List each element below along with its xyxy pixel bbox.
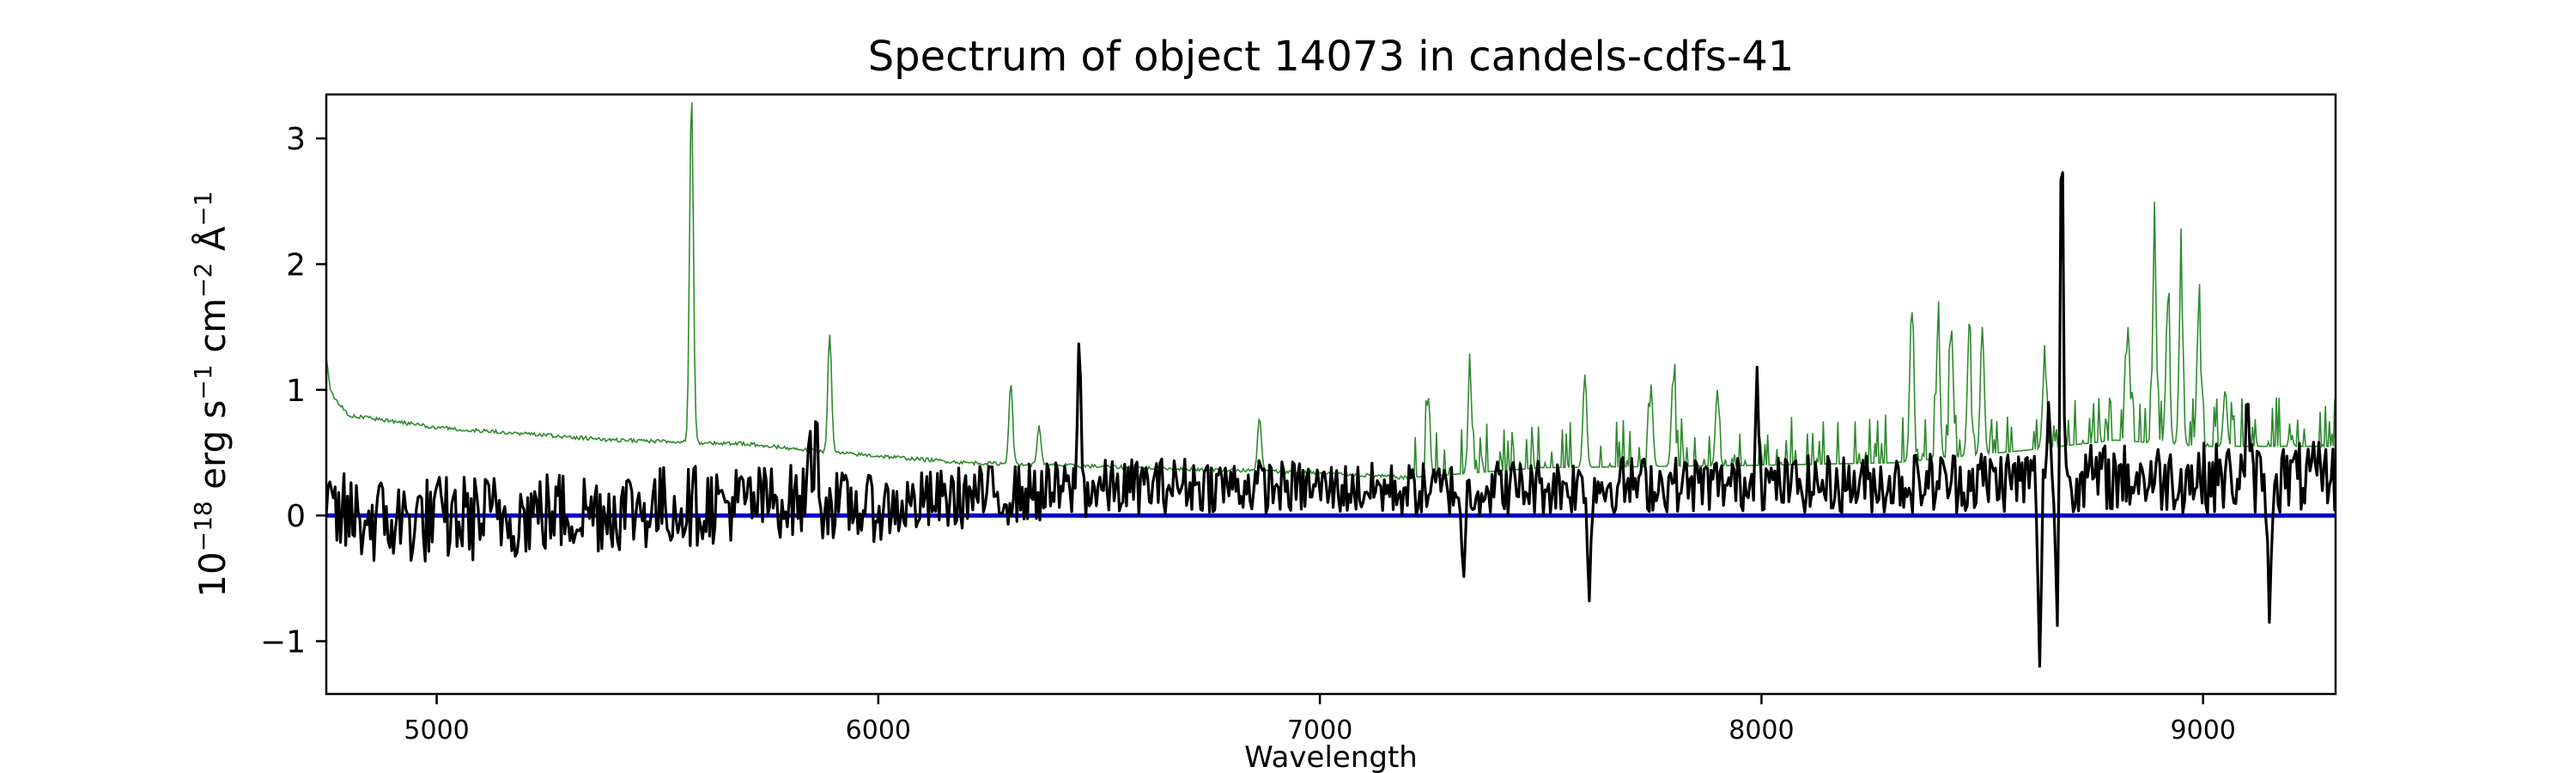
x-tick: 5000: [404, 694, 470, 746]
x-tick: 7000: [1287, 694, 1352, 746]
y-tick: −1: [260, 625, 326, 660]
x-tick-label: 6000: [846, 715, 911, 746]
noise-line: [326, 102, 2336, 481]
x-axis-label: Wavelength: [1244, 740, 1418, 773]
y-tick: 2: [286, 248, 326, 283]
y-tick: 0: [286, 499, 326, 534]
plot-area: [325, 93, 2337, 696]
y-tick-label: 1: [286, 374, 306, 409]
noise-series: [326, 102, 2336, 481]
y-axis: −1 0 1 2 3: [260, 122, 326, 660]
y-tick: 1: [286, 374, 326, 409]
y-axis-label: 10−18 erg s−1 cm−2 Å−1: [189, 191, 234, 597]
x-tick: 8000: [1728, 694, 1795, 746]
x-tick: 9000: [2171, 694, 2236, 746]
y-tick-label: −1: [260, 625, 306, 660]
x-tick-label: 8000: [1728, 715, 1794, 746]
flux-series: [326, 171, 2336, 668]
y-tick-label: 3: [286, 122, 306, 157]
y-tick-label: 0: [286, 499, 306, 534]
y-tick: 3: [286, 122, 326, 157]
y-tick-label: 2: [286, 248, 306, 283]
x-tick-label: 9000: [2171, 715, 2236, 746]
x-tick-label: 5000: [404, 715, 469, 746]
x-axis: 5000 6000 7000 8000 9000: [404, 694, 2236, 746]
x-tick: 6000: [846, 694, 911, 746]
x-tick-label: 7000: [1287, 715, 1352, 746]
chart-title: Spectrum of object 14073 in candels-cdfs…: [868, 33, 1795, 81]
flux-line: [326, 171, 2336, 668]
plot-frame: [325, 93, 2337, 696]
